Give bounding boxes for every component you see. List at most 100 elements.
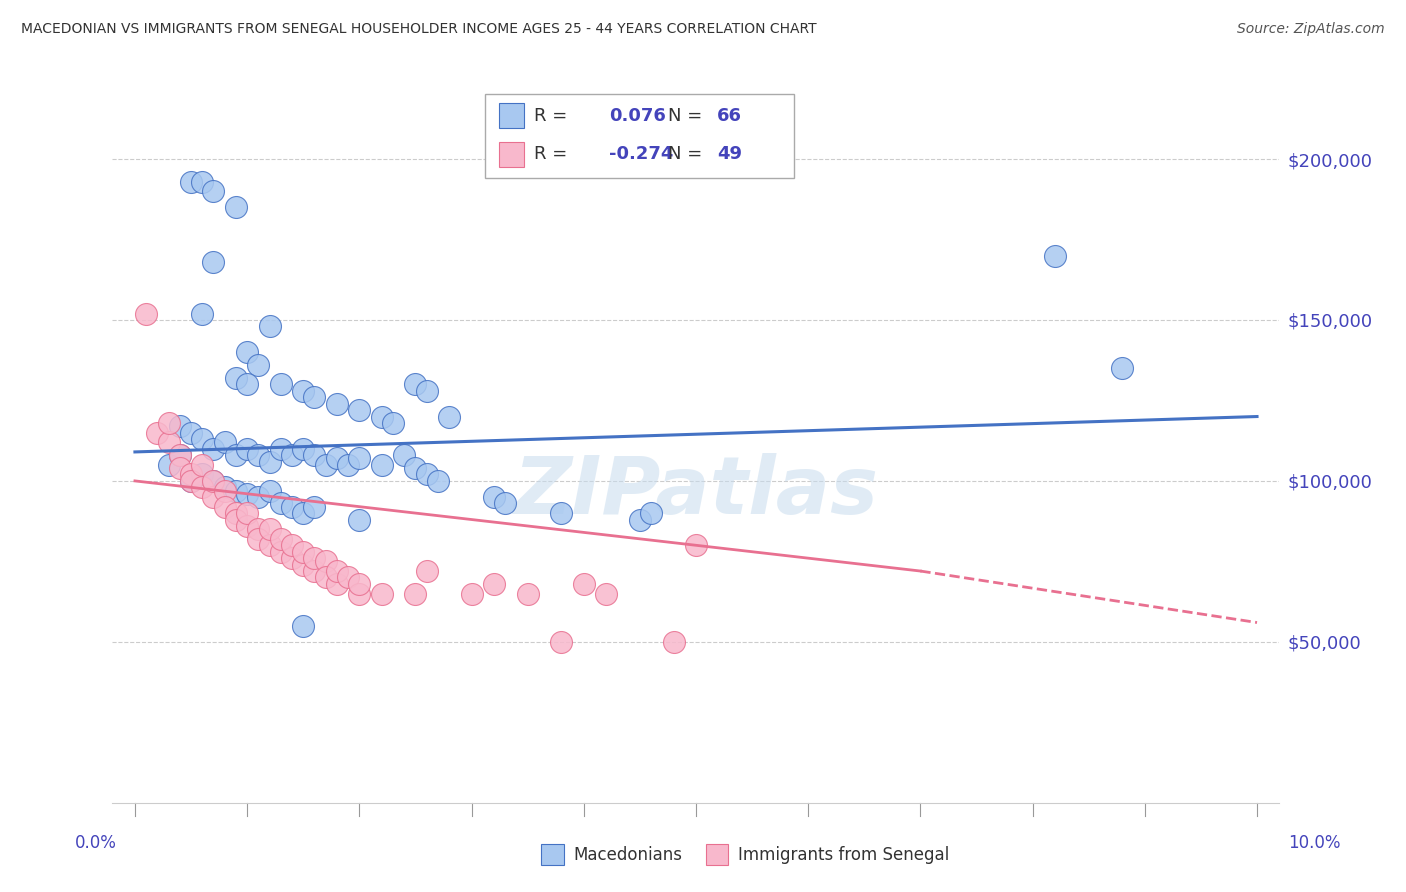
Point <box>202 474 225 488</box>
Text: MACEDONIAN VS IMMIGRANTS FROM SENEGAL HOUSEHOLDER INCOME AGES 25 - 44 YEARS CORR: MACEDONIAN VS IMMIGRANTS FROM SENEGAL HO… <box>21 22 817 37</box>
Point <box>292 506 315 520</box>
Point <box>180 467 202 482</box>
Point <box>270 545 292 559</box>
Point <box>169 448 191 462</box>
Point <box>304 448 326 462</box>
Point <box>202 490 225 504</box>
Point <box>180 175 202 189</box>
Point <box>349 586 371 600</box>
Point <box>640 506 662 520</box>
Point <box>304 564 326 578</box>
Text: 66: 66 <box>717 107 742 125</box>
Point <box>157 458 180 472</box>
Point <box>270 532 292 546</box>
Point <box>191 458 214 472</box>
Point <box>281 538 304 552</box>
Point <box>225 200 247 214</box>
Text: R =: R = <box>534 145 574 163</box>
Point <box>169 419 191 434</box>
Point <box>415 564 437 578</box>
Point <box>550 506 572 520</box>
Point <box>337 458 360 472</box>
Point <box>214 483 236 498</box>
Point <box>146 425 169 440</box>
Point <box>326 564 349 578</box>
Point <box>191 306 214 320</box>
Point <box>326 397 349 411</box>
Point <box>304 500 326 514</box>
Point <box>236 506 259 520</box>
Point <box>337 570 360 584</box>
Point <box>214 500 236 514</box>
Point <box>225 512 247 526</box>
Point <box>292 558 315 572</box>
Point <box>281 448 304 462</box>
Text: 0.0%: 0.0% <box>75 834 117 852</box>
Point <box>404 461 426 475</box>
Point <box>382 416 405 430</box>
Point <box>304 551 326 566</box>
Text: Source: ZipAtlas.com: Source: ZipAtlas.com <box>1237 22 1385 37</box>
Point <box>191 467 214 482</box>
Point <box>394 448 416 462</box>
Point <box>202 255 225 269</box>
Point <box>180 474 202 488</box>
Point <box>494 496 516 510</box>
Point <box>259 522 281 536</box>
Point <box>180 474 202 488</box>
Point <box>292 442 315 456</box>
Point <box>247 522 270 536</box>
Point <box>1043 249 1066 263</box>
Point <box>270 496 292 510</box>
Text: R =: R = <box>534 107 574 125</box>
Point <box>236 377 259 392</box>
Point <box>595 586 617 600</box>
Point <box>516 586 538 600</box>
Point <box>259 483 281 498</box>
Point <box>135 306 157 320</box>
Point <box>349 403 371 417</box>
Point <box>281 500 304 514</box>
Point <box>247 490 270 504</box>
Point <box>371 458 394 472</box>
Point <box>1111 361 1133 376</box>
Point <box>662 635 685 649</box>
Point <box>191 480 214 494</box>
Point <box>214 480 236 494</box>
Point <box>157 416 180 430</box>
Point <box>236 442 259 456</box>
Point <box>236 487 259 501</box>
Point <box>426 474 449 488</box>
Point <box>247 448 270 462</box>
Point <box>326 451 349 466</box>
Text: ZIPatlas: ZIPatlas <box>513 453 879 531</box>
Point <box>460 586 482 600</box>
Point <box>259 538 281 552</box>
Text: 0.076: 0.076 <box>609 107 665 125</box>
Point <box>202 184 225 198</box>
Point <box>236 345 259 359</box>
Point <box>225 483 247 498</box>
Text: N =: N = <box>668 145 707 163</box>
Point <box>326 577 349 591</box>
Point <box>404 377 426 392</box>
Point <box>225 371 247 385</box>
Text: -0.274: -0.274 <box>609 145 673 163</box>
Point <box>247 358 270 372</box>
Point <box>225 506 247 520</box>
Point <box>315 554 337 568</box>
Point <box>437 409 460 424</box>
Point <box>482 490 505 504</box>
Point <box>315 458 337 472</box>
Point <box>157 435 180 450</box>
Text: 10.0%: 10.0% <box>1288 834 1341 852</box>
Point <box>270 377 292 392</box>
Point <box>550 635 572 649</box>
Point <box>191 432 214 446</box>
Point <box>415 384 437 398</box>
Point <box>572 577 595 591</box>
Point <box>247 532 270 546</box>
Point <box>685 538 707 552</box>
Point <box>202 442 225 456</box>
Point <box>292 384 315 398</box>
